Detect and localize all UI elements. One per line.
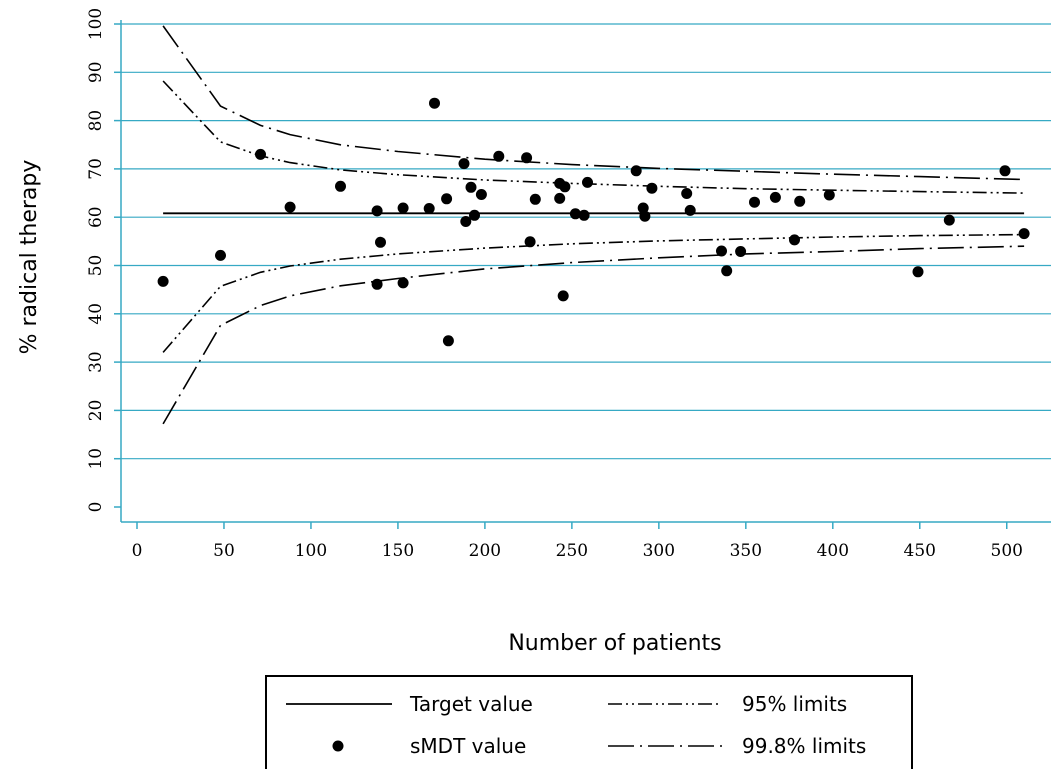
y-tick-label: 0	[86, 502, 106, 513]
smdt-point	[789, 234, 800, 246]
smdt-point	[521, 152, 533, 164]
smdt-point	[397, 202, 409, 214]
x-tick-label: 100	[295, 541, 327, 561]
y-tick-label: 70	[86, 158, 106, 180]
legend-target-label: Target value	[409, 692, 533, 716]
y-tick-label: 50	[86, 255, 106, 277]
x-tick-label: 400	[817, 541, 849, 561]
x-tick-label: 350	[730, 541, 762, 561]
y-tick-label: 30	[86, 351, 106, 373]
smdt-point	[630, 165, 642, 177]
smdt-point	[529, 193, 541, 205]
smdt-point	[681, 188, 693, 199]
smdt-point	[559, 181, 571, 193]
x-tick-label: 150	[382, 541, 414, 561]
x-tick-label: 50	[213, 541, 235, 561]
legend-95-label: 95% limits	[742, 692, 847, 716]
smdt-point	[458, 158, 470, 170]
x-tick-label: 300	[643, 541, 675, 561]
y-axis-title: % radical therapy	[17, 160, 42, 355]
y-tick-label: 100	[86, 8, 106, 40]
y-tick-labels: 0 10 20 30 40 50 60 70 80 90 100	[86, 8, 106, 513]
smdt-point	[999, 165, 1011, 177]
smdt-point	[769, 191, 781, 203]
smdt-point	[646, 182, 658, 194]
x-tick-label: 450	[904, 541, 936, 561]
smdt-point	[460, 216, 472, 227]
legend: Target value 95% limits sMDT value 99.8%…	[265, 675, 913, 769]
smdt-point	[823, 189, 835, 201]
y-tick-label: 90	[86, 61, 106, 83]
smdt-point	[794, 195, 806, 207]
smdt-point	[371, 205, 383, 217]
smdt-point	[554, 192, 566, 204]
smdt-point	[1018, 228, 1030, 240]
smdt-point	[524, 236, 536, 248]
smdt-point	[578, 209, 590, 221]
smdt-point	[469, 209, 480, 221]
legend-box	[265, 675, 913, 769]
y-tick-label: 10	[86, 448, 106, 470]
smdt-point	[335, 180, 346, 192]
smdt-point	[465, 181, 477, 193]
x-tick-label: 200	[469, 541, 501, 561]
smdt-point	[943, 214, 955, 226]
grid-lines	[121, 23, 1051, 460]
smdt-point	[215, 249, 226, 261]
smdt-point	[429, 97, 440, 109]
smdt-point	[157, 275, 169, 287]
x-tick-label: 250	[556, 541, 588, 561]
smdt-point	[397, 277, 409, 289]
smdt-point	[735, 246, 747, 257]
smdt-point	[684, 204, 696, 216]
smdt-point	[371, 278, 383, 290]
limit-95-lower-line	[162, 233, 1025, 353]
y-tick-label: 40	[86, 303, 106, 325]
smdt-point	[557, 290, 569, 302]
smdt-point	[493, 150, 505, 162]
x-tick-label: 500	[991, 541, 1023, 561]
smdt-point	[639, 210, 651, 222]
smdt-point	[255, 148, 266, 160]
smdt-point	[441, 193, 453, 205]
legend-smdt-label: sMDT value	[410, 734, 526, 758]
smdt-point	[749, 196, 760, 208]
x-tick-labels: 0 50 100 150 200 250 300 350 400 450 500	[132, 541, 1023, 561]
x-axis-title: Number of patients	[508, 631, 721, 656]
axes	[114, 20, 1051, 529]
smdt-point	[721, 265, 733, 277]
legend-smdt-swatch	[332, 740, 344, 752]
limit-998-lower-line	[162, 245, 1025, 425]
y-tick-label: 20	[86, 400, 106, 422]
smdt-point	[375, 236, 386, 248]
smdt-point	[912, 266, 924, 278]
x-tick-label: 0	[132, 541, 143, 561]
smdt-point	[423, 203, 435, 214]
smdt-point	[284, 201, 296, 213]
limit-lines	[162, 25, 1025, 425]
data-points	[157, 97, 1030, 347]
limit-998-upper-line	[162, 25, 1025, 181]
smdt-point	[716, 245, 727, 257]
y-tick-label: 80	[86, 110, 106, 132]
smdt-point	[582, 176, 593, 188]
smdt-point	[475, 189, 487, 200]
legend-998-label: 99.8% limits	[742, 734, 866, 758]
y-tick-label: 60	[86, 206, 106, 228]
smdt-point	[569, 208, 581, 220]
smdt-point	[637, 202, 649, 214]
smdt-point	[442, 335, 454, 347]
